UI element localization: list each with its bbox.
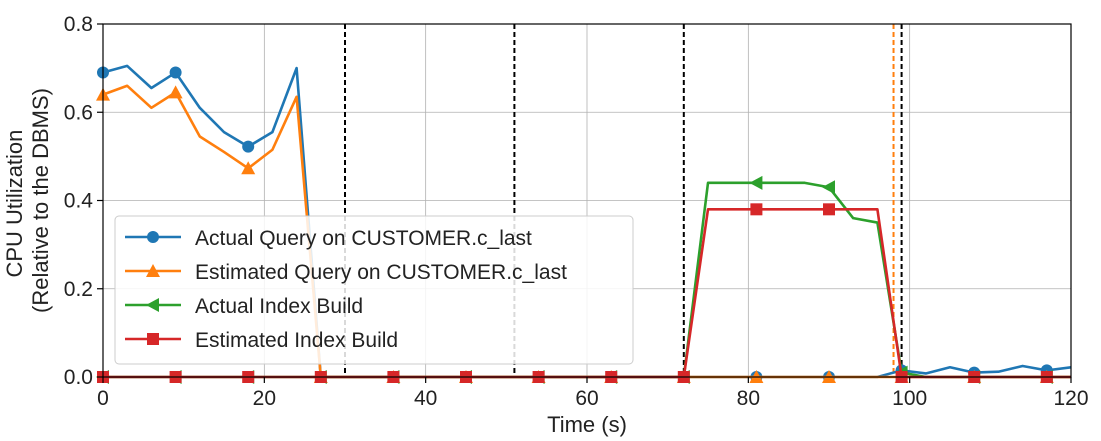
y-axis-label-line-2: (Relative to the DBMS): [28, 88, 53, 313]
data-point-marker: [822, 180, 835, 195]
data-point-marker: [168, 85, 183, 99]
y-tick-labels: 0.0 0.2 0.4 0.6 0.8: [64, 13, 94, 389]
y-tick-label: 0.2: [64, 278, 93, 301]
legend-label: Estimated Query on CUSTOMER.c_last: [195, 261, 567, 284]
legend-entry: Estimated Index Build: [125, 329, 398, 352]
x-tick-label: 60: [575, 387, 598, 410]
axis-ticks: [97, 23, 1072, 383]
x-tick-label: 20: [253, 387, 276, 410]
legend-entry: Estimated Query on CUSTOMER.c_last: [125, 261, 567, 284]
data-point-marker: [242, 140, 255, 153]
data-point-marker: [749, 175, 763, 190]
y-tick-label: 0.6: [64, 101, 93, 124]
legend-label: Actual Query on CUSTOMER.c_last: [195, 227, 532, 250]
legend: Actual Query on CUSTOMER.c_last Estimated…: [114, 215, 634, 365]
legend-label: Estimated Index Build: [195, 329, 398, 352]
x-axis-label: Time (s): [547, 412, 627, 437]
y-axis-label: CPU Utilization (Relative to the DBMS): [2, 88, 53, 313]
x-tick-label: 120: [1053, 387, 1088, 410]
data-point-marker: [146, 264, 160, 277]
x-tick-label: 0: [97, 387, 109, 410]
x-tick-label: 100: [892, 387, 927, 410]
y-axis-label-line-1: CPU Utilization: [2, 130, 27, 278]
y-tick-label: 0.0: [64, 366, 93, 389]
data-point-marker: [241, 161, 256, 175]
vertical-marker-lines: [344, 24, 903, 377]
legend-box: [114, 215, 634, 365]
data-point-marker: [147, 333, 159, 345]
data-point-marker: [823, 203, 835, 216]
data-point-marker: [750, 203, 763, 216]
y-tick-label: 0.4: [64, 190, 94, 213]
data-point-marker: [169, 66, 182, 79]
legend-entry: Actual Index Build: [125, 295, 363, 318]
x-tick-label: 40: [414, 387, 437, 410]
legend-entry: Actual Query on CUSTOMER.c_last: [125, 227, 532, 250]
x-tick-labels: 0 20 40 60 80 100 120: [97, 387, 1088, 410]
legend-label: Actual Index Build: [195, 295, 363, 318]
data-point-marker: [146, 298, 159, 312]
x-tick-label: 80: [737, 387, 760, 410]
y-tick-label: 0.8: [64, 13, 93, 36]
data-point-marker: [147, 231, 159, 243]
